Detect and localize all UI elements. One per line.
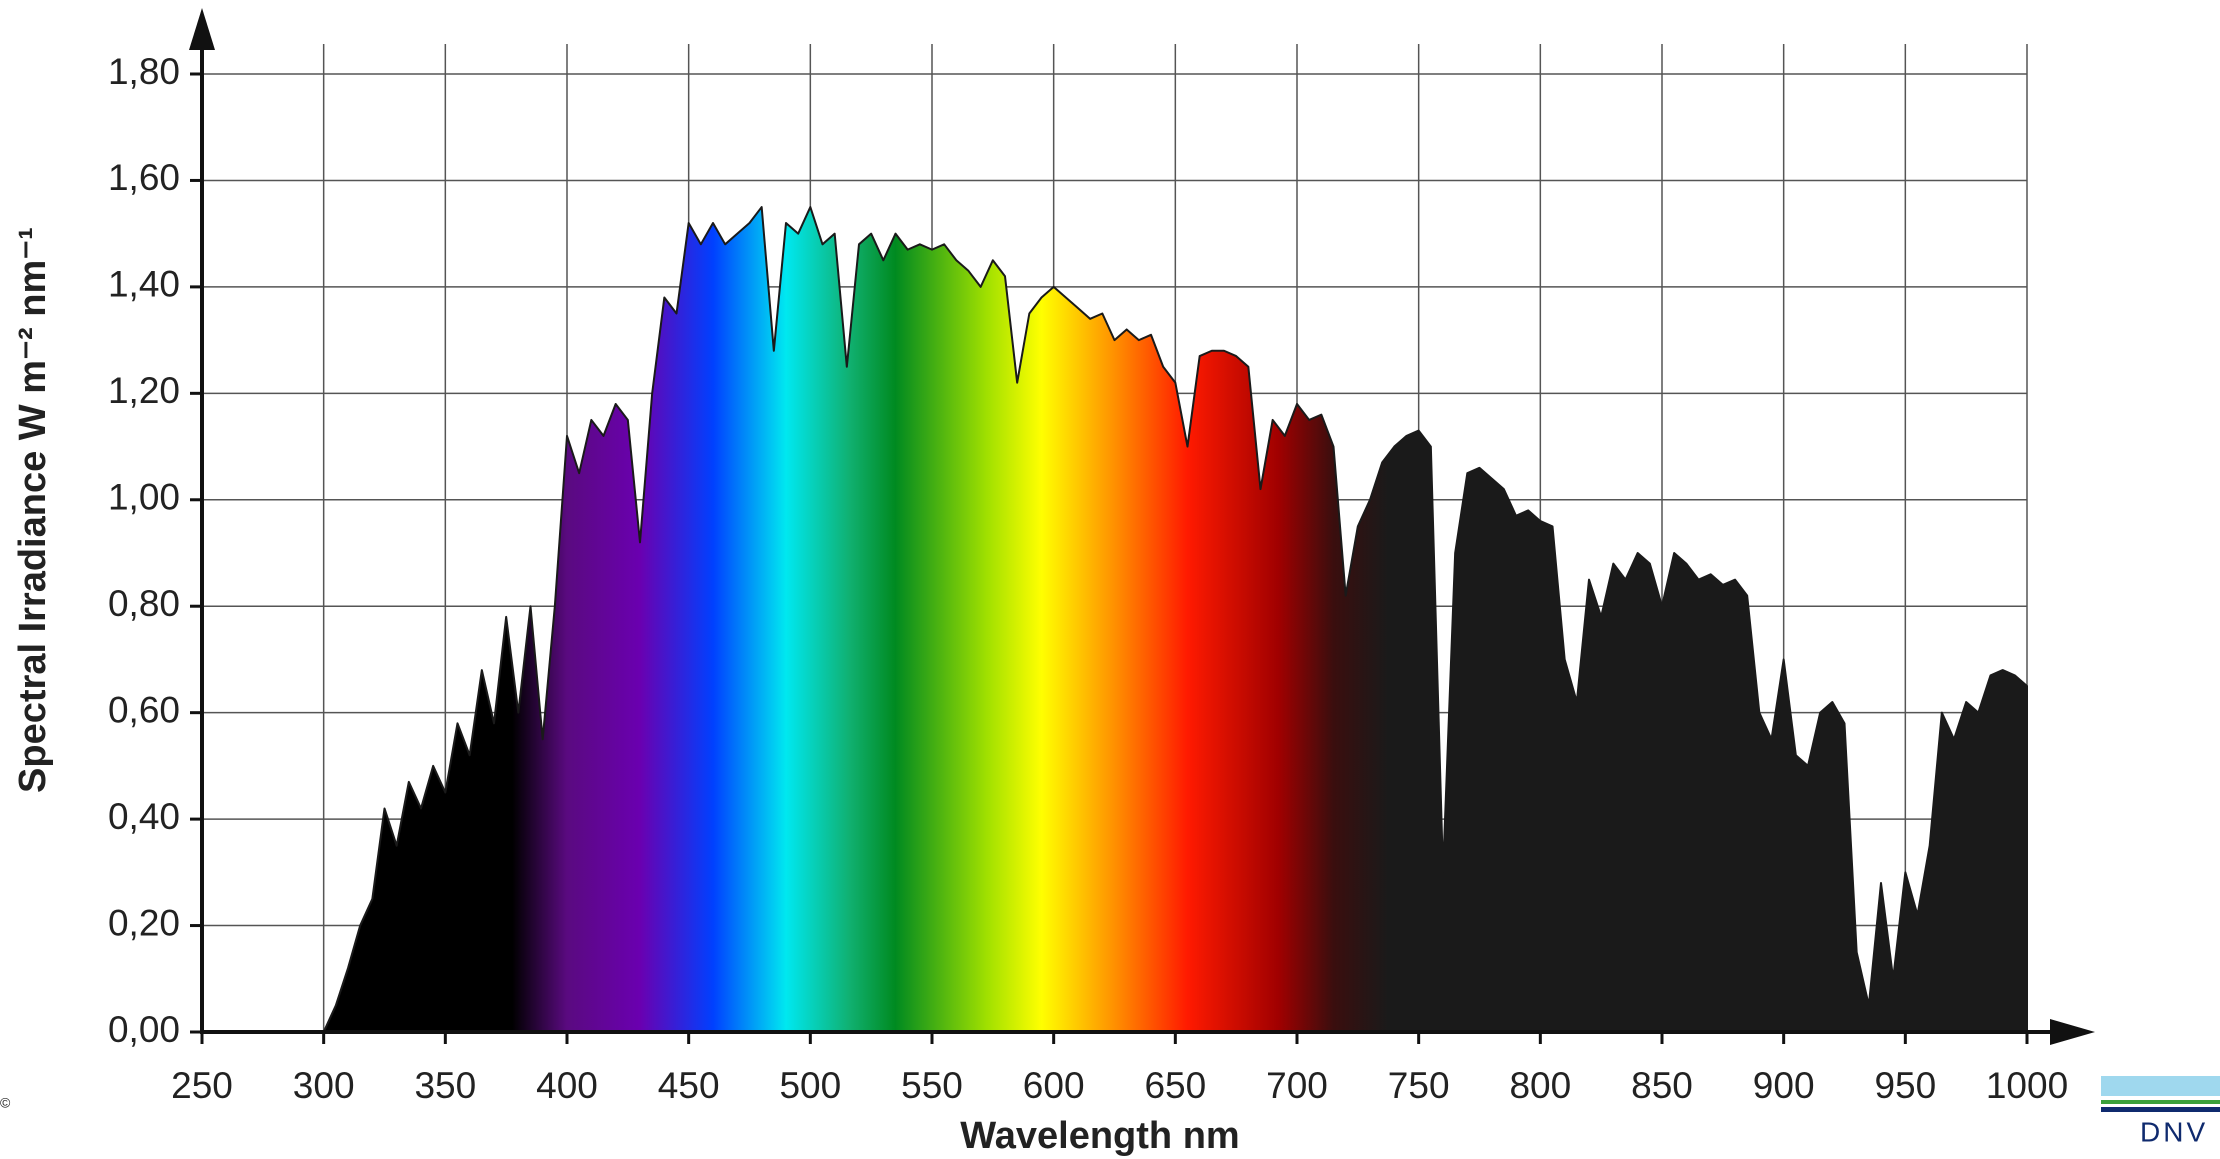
x-tick-label: 650	[1144, 1065, 1206, 1106]
y-tick-label: 1,00	[108, 477, 180, 518]
y-tick-label: 0,60	[108, 689, 180, 730]
y-tick-label: 1,40	[108, 264, 180, 305]
logo-text: DNV	[2140, 1116, 2208, 1147]
x-tick-label: 550	[901, 1065, 963, 1106]
x-tick-label: 250	[171, 1065, 233, 1106]
y-tick-label: 0,20	[108, 902, 180, 943]
labels: 0,00 0,20 0,40 0,60 0,80 1,00 1,20 1,40 1,60 1,80…	[108, 51, 2068, 1106]
logo-bar	[2101, 1107, 2220, 1112]
y-tick-label: 0,00	[108, 1009, 180, 1050]
y-tick-label: 1,80	[108, 51, 180, 92]
axes	[200, 30, 2070, 1034]
plot-area	[274, 206, 2028, 1033]
copyright: ©	[0, 1095, 11, 1111]
y-axis-arrow	[189, 8, 215, 50]
logo-bar	[2101, 1076, 2220, 1096]
logo: DNV	[2101, 1076, 2220, 1147]
x-axis-arrow	[2050, 1019, 2095, 1045]
x-tick-label: 700	[1266, 1065, 1328, 1106]
y-axis-title: Spectral Irradiance W m⁻² nm⁻¹	[12, 227, 54, 793]
x-axis-title: Wavelength nm	[960, 1115, 1239, 1157]
x-tick-label: 600	[1023, 1065, 1085, 1106]
x-tick-label: 800	[1509, 1065, 1571, 1106]
x-tick-label: 750	[1388, 1065, 1450, 1106]
x-tick-label: 400	[536, 1065, 598, 1106]
y-tick-label: 1,60	[108, 157, 180, 198]
x-tick-label: 500	[779, 1065, 841, 1106]
x-tick-label: 1000	[1986, 1065, 2068, 1106]
y-tick-label: 0,80	[108, 583, 180, 624]
x-tick-label: 900	[1753, 1065, 1815, 1106]
x-tick-label: 950	[1874, 1065, 1936, 1106]
logo-bar	[2101, 1100, 2220, 1104]
spectrum-area	[274, 206, 2028, 1033]
x-tick-label: 450	[658, 1065, 720, 1106]
x-tick-label: 300	[293, 1065, 355, 1106]
y-tick-label: 0,40	[108, 796, 180, 837]
x-tick-label: 850	[1631, 1065, 1693, 1106]
x-tick-label: 350	[414, 1065, 476, 1106]
y-tick-label: 1,20	[108, 370, 180, 411]
